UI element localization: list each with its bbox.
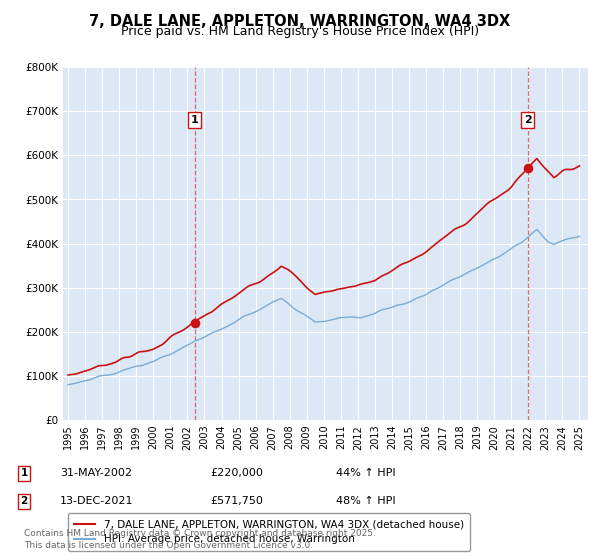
Text: 13-DEC-2021: 13-DEC-2021 bbox=[60, 496, 133, 506]
Text: £220,000: £220,000 bbox=[210, 468, 263, 478]
Point bbox=[523, 164, 532, 172]
Text: 2: 2 bbox=[524, 115, 532, 125]
Text: Price paid vs. HM Land Registry's House Price Index (HPI): Price paid vs. HM Land Registry's House … bbox=[121, 25, 479, 38]
Text: 48% ↑ HPI: 48% ↑ HPI bbox=[336, 496, 395, 506]
Text: Contains HM Land Registry data © Crown copyright and database right 2025.
This d: Contains HM Land Registry data © Crown c… bbox=[24, 529, 376, 550]
Text: 7, DALE LANE, APPLETON, WARRINGTON, WA4 3DX: 7, DALE LANE, APPLETON, WARRINGTON, WA4 … bbox=[89, 14, 511, 29]
Text: £571,750: £571,750 bbox=[210, 496, 263, 506]
Text: 31-MAY-2002: 31-MAY-2002 bbox=[60, 468, 132, 478]
Text: 1: 1 bbox=[191, 115, 199, 125]
Text: 2: 2 bbox=[20, 496, 28, 506]
Text: 1: 1 bbox=[20, 468, 28, 478]
Text: 44% ↑ HPI: 44% ↑ HPI bbox=[336, 468, 395, 478]
Point bbox=[190, 319, 199, 328]
Legend: 7, DALE LANE, APPLETON, WARRINGTON, WA4 3DX (detached house), HPI: Average price: 7, DALE LANE, APPLETON, WARRINGTON, WA4 … bbox=[68, 513, 470, 550]
